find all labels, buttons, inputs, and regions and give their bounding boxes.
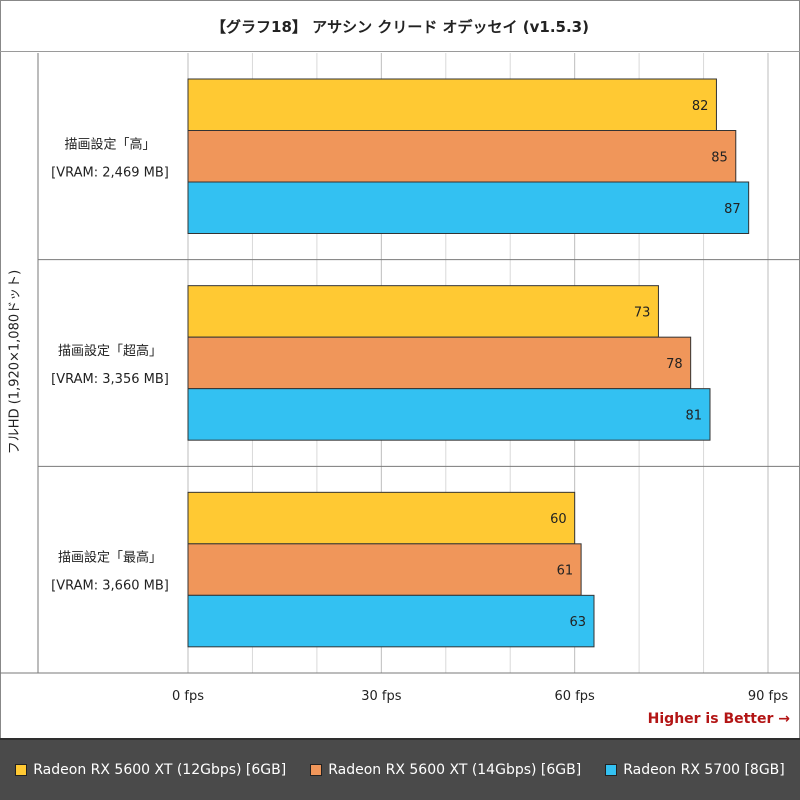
- x-tick-label: 30 fps: [361, 689, 402, 704]
- group-label: 描画設定「高」: [64, 136, 155, 152]
- x-tick-label: 0 fps: [172, 689, 204, 704]
- legend-label: Radeon RX 5600 XT (12Gbps) [6GB]: [33, 762, 287, 778]
- bar-value-label: 61: [557, 564, 574, 579]
- legend-label: Radeon RX 5600 XT (14Gbps) [6GB]: [328, 762, 582, 778]
- group-label-vram: [VRAM: 2,469 MB]: [51, 165, 169, 180]
- bar-value-label: 82: [692, 99, 709, 114]
- bar: [187, 130, 737, 183]
- group-label: 描画設定「超高」: [58, 343, 162, 359]
- legend-swatch: [15, 764, 28, 776]
- bar-value-label: 78: [666, 357, 683, 372]
- bar: [187, 78, 717, 131]
- x-tick-label: 90 fps: [748, 689, 789, 704]
- chart-plot: 82 85 87 描画設定「高」 [VRAM: 2,469 MB] 73 78 81 描画設定「…: [0, 53, 799, 704]
- legend-item: Radeon RX 5700 [8GB]: [605, 762, 785, 778]
- bar: [187, 594, 595, 648]
- legend-item: Radeon RX 5600 XT (12Gbps) [6GB]: [15, 762, 286, 778]
- group-label-vram: [VRAM: 3,660 MB]: [51, 579, 169, 594]
- bar-value-label: 85: [711, 150, 728, 165]
- bar-value-label: 81: [685, 408, 702, 423]
- bar: [187, 181, 750, 234]
- legend-item: Radeon RX 5600 XT (14Gbps) [6GB]: [310, 762, 581, 778]
- bar-value-label: 60: [550, 512, 567, 527]
- bar: [187, 336, 692, 390]
- legend-swatch: [310, 764, 323, 776]
- bar: [187, 491, 576, 545]
- legend-label: Radeon RX 5700 [8GB]: [623, 762, 785, 778]
- legend: Radeon RX 5600 XT (12Gbps) [6GB] Radeon R…: [0, 738, 800, 800]
- legend-swatch: [605, 764, 618, 776]
- bar: [187, 285, 659, 338]
- bar-value-label: 63: [569, 615, 586, 630]
- group-label: 描画設定「最高」: [58, 550, 162, 566]
- bar: [187, 543, 582, 596]
- bar-value-label: 87: [724, 202, 741, 217]
- bar-value-label: 73: [634, 305, 651, 320]
- group-label-vram: [VRAM: 3,356 MB]: [51, 372, 169, 387]
- group-axis-label: フルHD (1,920×1,080ドット): [7, 269, 23, 455]
- chart-title: 【グラフ18】 アサシン クリード オデッセイ (v1.5.3): [0, 0, 800, 52]
- higher-is-better-note: Higher is Better →: [647, 711, 790, 727]
- x-tick-label: 60 fps: [555, 689, 596, 704]
- bar: [187, 388, 711, 441]
